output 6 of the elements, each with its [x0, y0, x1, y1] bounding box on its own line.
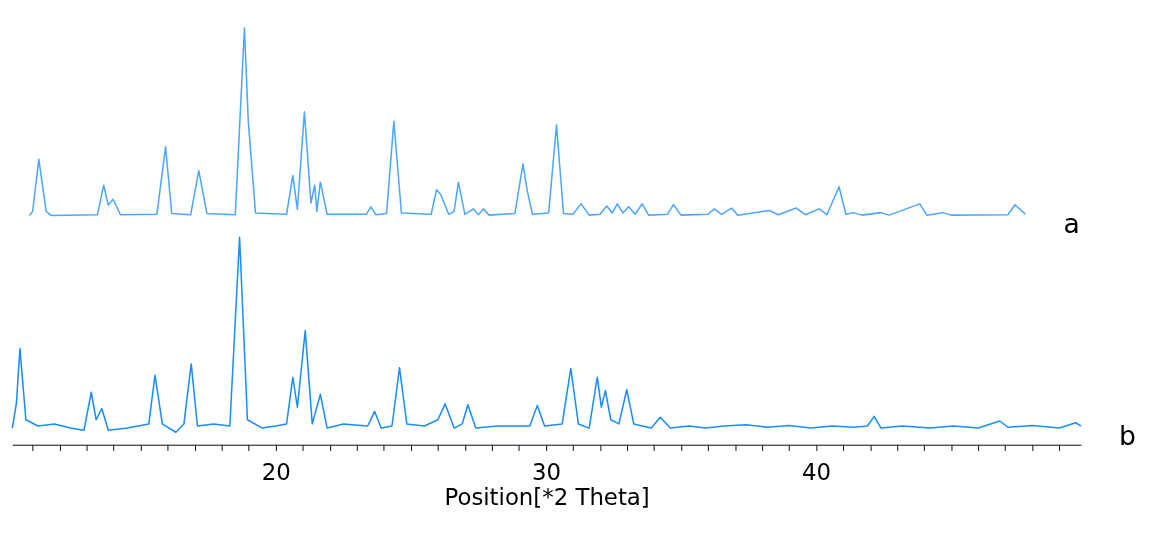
x-tick-label: 30: [531, 459, 561, 486]
series-label: b: [1118, 420, 1136, 452]
x-tick-label: 20: [261, 459, 291, 486]
x-axis-title: Position[*2 Theta]: [444, 484, 650, 511]
x-tick-label: 40: [802, 459, 832, 486]
series-label: a: [1063, 208, 1080, 240]
